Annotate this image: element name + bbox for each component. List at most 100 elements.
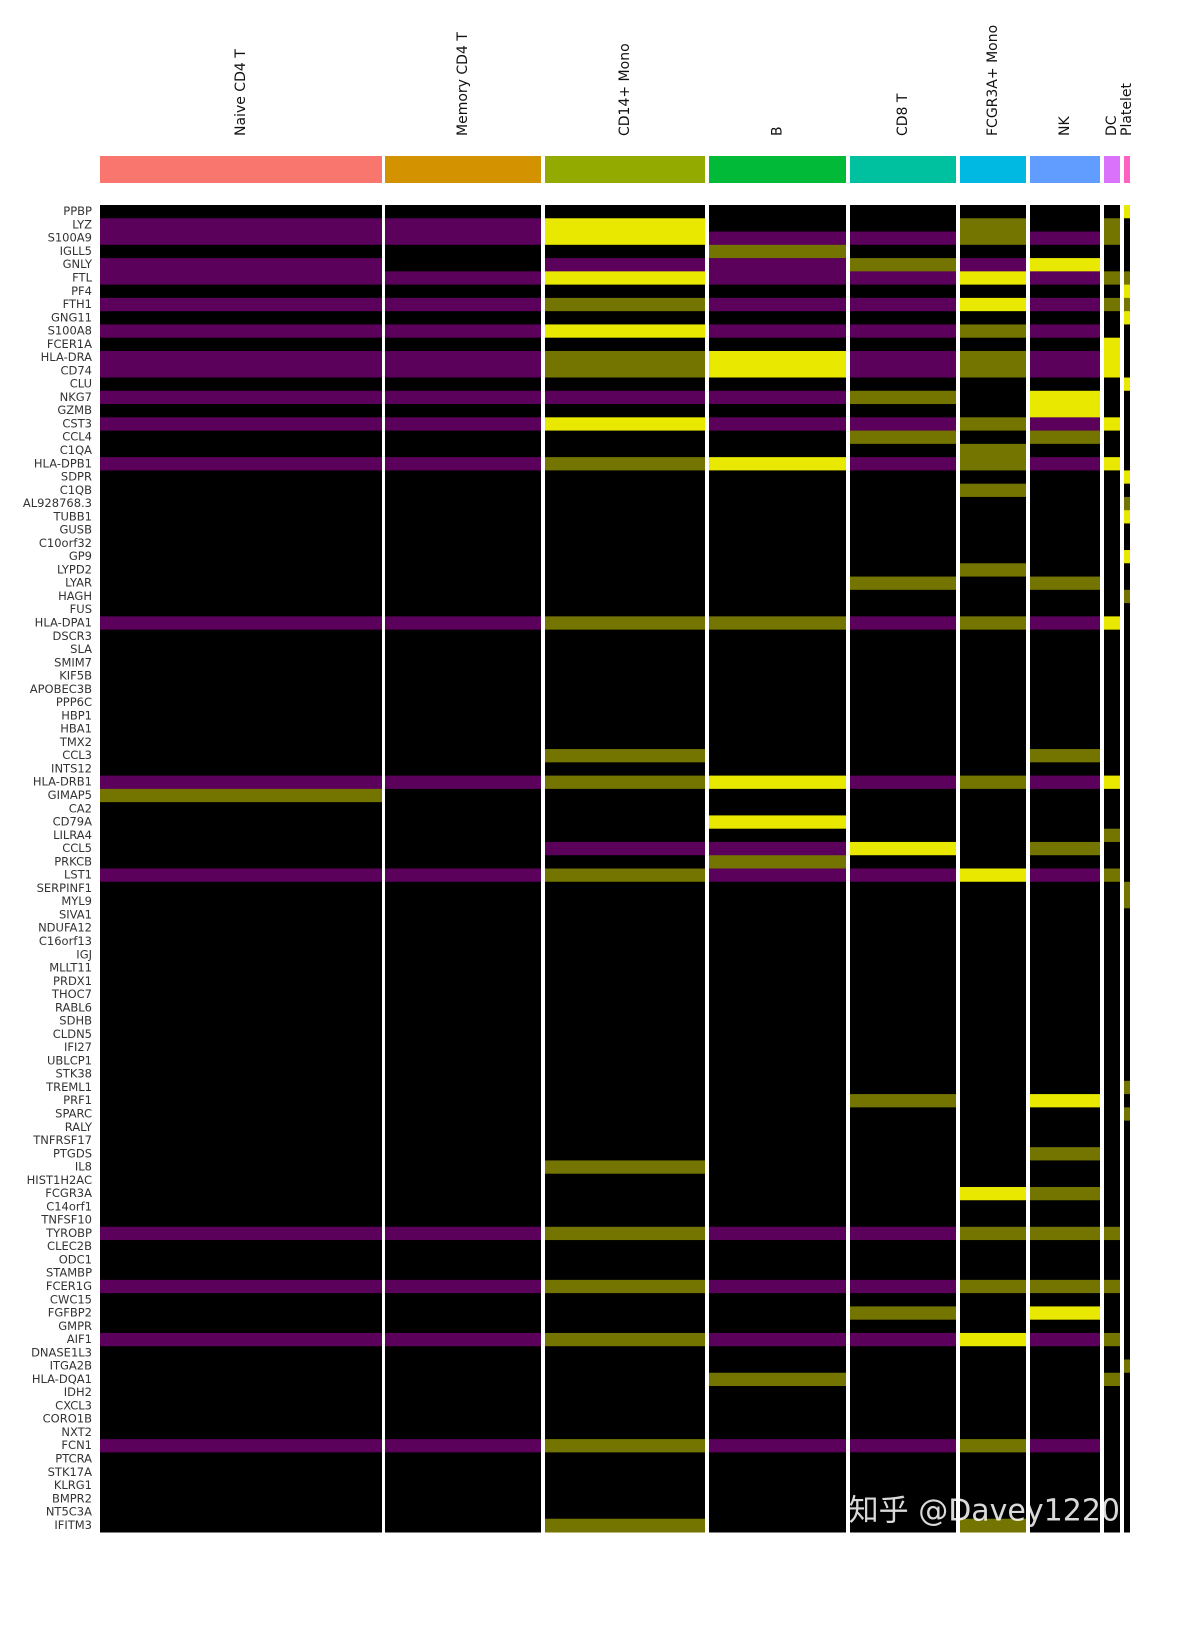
heatmap-cell [545, 1399, 705, 1414]
gene-label: SLA [70, 642, 92, 656]
heatmap-cell [850, 1425, 956, 1440]
heatmap-cell [960, 735, 1026, 750]
heatmap-cell [100, 1054, 382, 1069]
heatmap-cell [1104, 297, 1120, 312]
heatmap-cell [545, 377, 705, 392]
heatmap-cell [545, 788, 705, 803]
heatmap-cell [545, 1359, 705, 1374]
heatmap-cell [960, 1505, 1026, 1520]
gene-label: UBLCP1 [47, 1053, 92, 1067]
heatmap-cell [850, 1518, 956, 1533]
heatmap-cell [960, 987, 1026, 1002]
heatmap-cell [545, 948, 705, 962]
heatmap-cell [1104, 523, 1120, 538]
heatmap-cell [545, 642, 705, 657]
heatmap-cell [385, 1319, 541, 1334]
heatmap-cell [385, 682, 541, 697]
heatmap-cell [960, 271, 1026, 286]
heatmap-cell [1030, 1226, 1100, 1241]
heatmap-cell [850, 669, 956, 684]
heatmap-cell [545, 1027, 705, 1042]
heatmap-cell [545, 284, 705, 299]
heatmap-cell [709, 974, 846, 989]
heatmap-cell [385, 1001, 541, 1015]
heatmap-cell [1030, 709, 1100, 724]
heatmap-cell [850, 1160, 956, 1175]
heatmap-cell [709, 1478, 846, 1493]
gene-label: SDPR [61, 470, 92, 484]
heatmap-cell [385, 417, 541, 432]
heatmap-cell [385, 828, 541, 843]
heatmap-cell [709, 1492, 846, 1506]
heatmap-cell [1124, 205, 1130, 219]
heatmap-cell [100, 881, 382, 896]
heatmap-cell [1104, 908, 1120, 923]
heatmap-cell [709, 589, 846, 604]
heatmap-cell [709, 629, 846, 644]
heatmap-cell [100, 1067, 382, 1082]
gene-label: C1QA [60, 443, 92, 457]
heatmap-cell [960, 616, 1026, 631]
heatmap-cell [1104, 934, 1120, 949]
heatmap-cell [100, 735, 382, 750]
heatmap-cell [1104, 576, 1120, 591]
heatmap-cell [385, 1186, 541, 1201]
heatmap-cell [960, 855, 1026, 869]
heatmap-cell [1104, 1186, 1120, 1201]
heatmap-cell [1104, 258, 1120, 272]
heatmap-cell [1124, 921, 1130, 936]
heatmap-cell [1124, 1027, 1130, 1042]
heatmap-cell [960, 244, 1026, 259]
heatmap-cell [709, 1412, 846, 1427]
heatmap-cell [545, 337, 705, 352]
heatmap-cell [385, 1266, 541, 1281]
heatmap-cell [709, 775, 846, 790]
heatmap-cell [850, 244, 956, 259]
heatmap-cell [545, 576, 705, 591]
heatmap-cell [1124, 244, 1130, 259]
heatmap-cell [709, 815, 846, 830]
heatmap-cell [1124, 788, 1130, 803]
heatmap-cell [1124, 297, 1130, 312]
heatmap-cell [1124, 815, 1130, 830]
heatmap-cell [960, 921, 1026, 936]
cluster-bar [545, 156, 705, 183]
heatmap-cell [1104, 815, 1120, 830]
heatmap-cell [850, 1399, 956, 1414]
heatmap-cell [709, 1452, 846, 1467]
heatmap-cell [1124, 364, 1130, 379]
heatmap-cell [1104, 589, 1120, 604]
heatmap-cell [850, 1319, 956, 1334]
heatmap-cell [545, 1173, 705, 1188]
heatmap-cell [385, 788, 541, 803]
heatmap-cell [1030, 1133, 1100, 1148]
heatmap-cell [1124, 855, 1130, 869]
heatmap-cell [100, 430, 382, 445]
heatmap-cell [100, 350, 382, 365]
heatmap-cell [545, 510, 705, 524]
heatmap-cell [1104, 311, 1120, 325]
heatmap-cell [960, 1200, 1026, 1215]
heatmap-cell [1030, 404, 1100, 418]
heatmap-cell [960, 762, 1026, 777]
gene-label: HIST1H2AC [27, 1173, 92, 1187]
heatmap-cell [100, 1147, 382, 1161]
heatmap-cell [1030, 457, 1100, 471]
heatmap-cell [709, 510, 846, 524]
heatmap-cell [850, 258, 956, 272]
gene-label: C10orf32 [39, 536, 92, 550]
heatmap-cell [100, 1213, 382, 1228]
gene-label: TNFSF10 [40, 1213, 92, 1227]
heatmap-cell [709, 297, 846, 312]
heatmap-cell [545, 244, 705, 259]
heatmap-cell [1030, 1346, 1100, 1360]
heatmap-cell [1030, 629, 1100, 644]
gene-label: CWC15 [50, 1292, 92, 1306]
heatmap-cell [545, 1094, 705, 1108]
heatmap-cell [385, 1332, 541, 1347]
heatmap-cell [850, 404, 956, 418]
heatmap-cell [385, 563, 541, 578]
heatmap-cell [709, 496, 846, 511]
heatmap-cell [1104, 868, 1120, 883]
heatmap-cell [1124, 1173, 1130, 1188]
